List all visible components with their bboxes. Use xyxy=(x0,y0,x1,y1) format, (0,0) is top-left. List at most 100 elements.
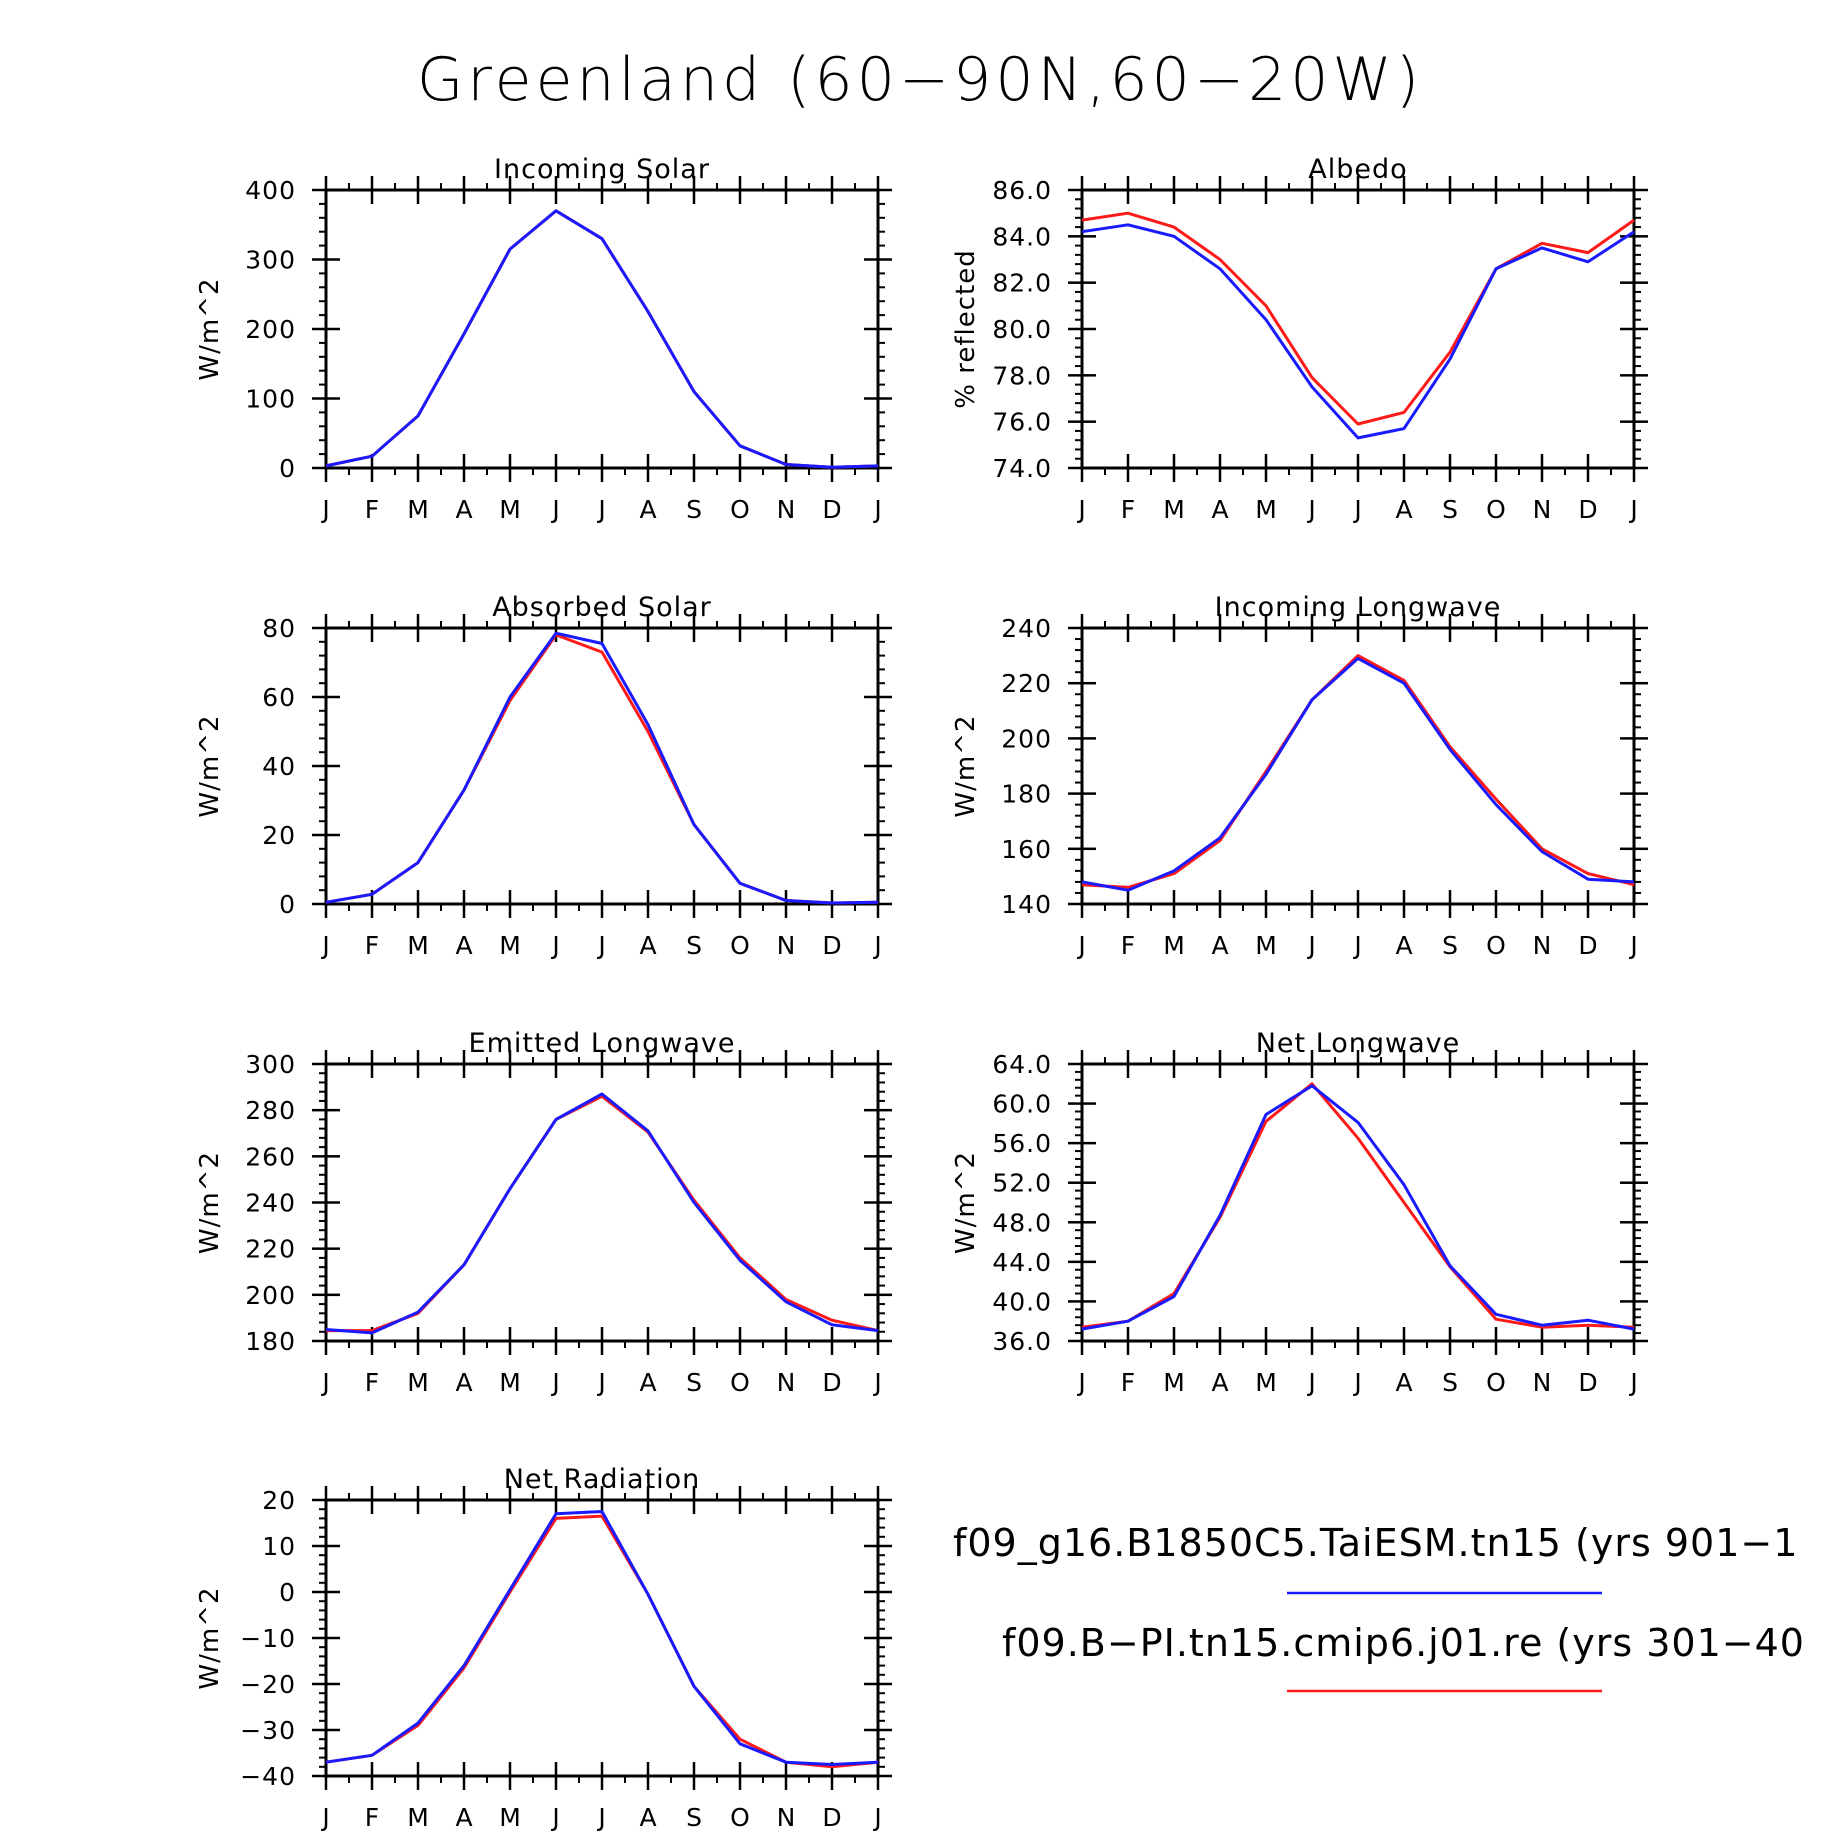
y-tick-label: 60.0 xyxy=(992,1090,1052,1119)
month-label: S xyxy=(1442,1368,1458,1397)
y-tick-label: 36.0 xyxy=(992,1327,1052,1356)
month-label: A xyxy=(1211,495,1228,524)
plot-frame xyxy=(324,188,880,470)
plot-frame xyxy=(1080,188,1636,470)
month-label: M xyxy=(407,495,429,524)
month-label: S xyxy=(686,931,702,960)
month-label: D xyxy=(1578,1368,1597,1397)
series-line-blue xyxy=(1081,656,1635,892)
month-label: J xyxy=(1306,495,1315,524)
month-label: A xyxy=(1211,931,1228,960)
y-tick-label: 82.0 xyxy=(992,269,1052,298)
month-label: J xyxy=(596,1803,605,1831)
month-label: J xyxy=(872,1368,881,1397)
month-label: J xyxy=(596,931,605,960)
month-label: D xyxy=(822,495,841,524)
month-label: M xyxy=(1255,931,1277,960)
series-line-blue xyxy=(325,631,879,905)
month-label: M xyxy=(1255,1368,1277,1397)
month-label: J xyxy=(320,1368,329,1397)
y-tick-label: 220 xyxy=(1001,669,1052,698)
series-line-blue xyxy=(325,209,879,469)
month-label: J xyxy=(1076,931,1085,960)
series-line-red xyxy=(325,633,879,905)
month-label: D xyxy=(822,931,841,960)
month-label: J xyxy=(550,931,559,960)
series-line-red xyxy=(326,1094,879,1333)
y-tick-label: 60 xyxy=(262,683,296,712)
month-label: S xyxy=(1442,495,1458,524)
y-tick-label: −10 xyxy=(240,1624,296,1653)
month-label: A xyxy=(639,1368,656,1397)
month-label: J xyxy=(872,495,881,524)
month-label: M xyxy=(407,931,429,960)
y-tick-label: 280 xyxy=(245,1096,296,1125)
y-tick-label: 64.0 xyxy=(992,1050,1052,1079)
y-tick-label: 40 xyxy=(262,752,296,781)
month-label: A xyxy=(1395,931,1412,960)
month-label: S xyxy=(686,1368,702,1397)
month-label: D xyxy=(822,1803,841,1831)
y-tick-label: 74.0 xyxy=(992,454,1052,483)
legend-label-cmip6: f09.B−PI.tn15.cmip6.j01.re (yrs 301−40 xyxy=(1002,1621,1805,1665)
month-label: N xyxy=(1533,495,1552,524)
y-tick-label: 300 xyxy=(245,246,296,275)
month-label: S xyxy=(686,1803,702,1831)
month-label: N xyxy=(1533,1368,1552,1397)
y-tick-label: 80 xyxy=(262,614,296,643)
month-label: A xyxy=(639,495,656,524)
y-tick-label: 260 xyxy=(245,1142,296,1171)
month-label: J xyxy=(320,931,329,960)
y-tick-label: 48.0 xyxy=(992,1208,1052,1237)
y-tick-label: 20 xyxy=(262,821,296,850)
month-label: J xyxy=(550,1803,559,1831)
month-label: M xyxy=(1255,495,1277,524)
month-label: F xyxy=(365,495,379,524)
month-label: N xyxy=(1533,931,1552,960)
y-tick-label: 200 xyxy=(245,315,296,344)
month-label: M xyxy=(407,1368,429,1397)
month-label: A xyxy=(455,495,472,524)
plot-frame xyxy=(324,1062,880,1343)
month-label: D xyxy=(1578,495,1597,524)
month-label: J xyxy=(1628,495,1637,524)
month-label: M xyxy=(407,1803,429,1831)
y-tick-label: 140 xyxy=(1001,890,1052,919)
month-label: F xyxy=(1121,931,1135,960)
series-line-red xyxy=(1081,211,1635,426)
y-tick-label: −20 xyxy=(240,1670,296,1699)
month-label: M xyxy=(1163,495,1185,524)
y-tick-label: 200 xyxy=(1001,724,1052,753)
month-label: M xyxy=(499,495,521,524)
y-tick-label: 44.0 xyxy=(992,1248,1052,1277)
month-label: O xyxy=(1486,931,1506,960)
month-label: N xyxy=(777,1803,796,1831)
y-tick-label: 200 xyxy=(245,1281,296,1310)
y-tick-label: 240 xyxy=(1001,614,1052,643)
month-label: J xyxy=(596,1368,605,1397)
y-tick-label: 220 xyxy=(245,1235,296,1264)
month-label: J xyxy=(550,1368,559,1397)
month-label: O xyxy=(730,1803,750,1831)
month-label: F xyxy=(365,1368,379,1397)
month-label: M xyxy=(499,931,521,960)
month-label: A xyxy=(455,931,472,960)
y-tick-label: 78.0 xyxy=(992,361,1052,390)
month-label: A xyxy=(1211,1368,1228,1397)
y-tick-label: 10 xyxy=(262,1532,296,1561)
month-label: F xyxy=(365,1803,379,1831)
month-label: J xyxy=(1628,931,1637,960)
y-tick-label: 400 xyxy=(245,176,296,205)
month-label: J xyxy=(596,495,605,524)
month-label: J xyxy=(1076,495,1085,524)
series-line-blue xyxy=(325,1092,879,1335)
month-label: N xyxy=(777,1368,796,1397)
series-line-red xyxy=(1081,654,1635,889)
